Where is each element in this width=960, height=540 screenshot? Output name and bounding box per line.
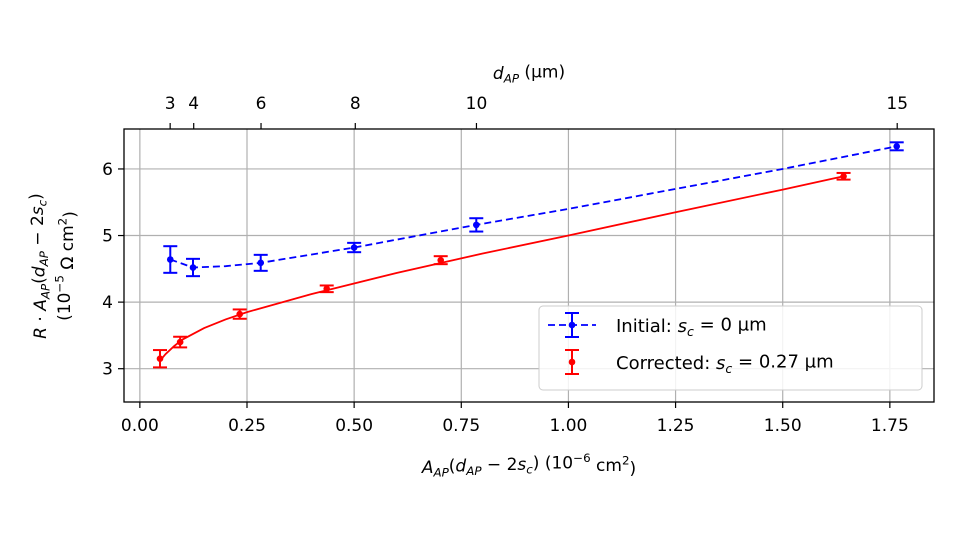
x-tick-label: 1.75 xyxy=(871,416,909,436)
legend-entry-0: Initial: sc​ = 0 µm xyxy=(548,312,767,339)
series-0-point xyxy=(189,264,197,271)
plot-frame xyxy=(123,128,935,403)
y-axis-label-line2-part: (10 xyxy=(55,293,75,321)
series-0 xyxy=(163,141,904,278)
x-axis-label-part: ( xyxy=(449,456,456,476)
legend-marker-sample xyxy=(568,358,576,366)
x-axis-label-part: A xyxy=(421,458,434,478)
y-axis-label-line1-part: s xyxy=(28,206,48,215)
legend-label-part: s xyxy=(716,353,725,374)
y-axis-label-line1-part: R xyxy=(31,327,51,339)
x-tick-label: 0.00 xyxy=(121,416,159,436)
y-axis-label-line1: R · AAP​(dAP​ − 2sc​) xyxy=(26,193,52,339)
series-1-point xyxy=(176,338,184,346)
x-tick-label: 0.50 xyxy=(335,416,373,436)
top-x-tick-label: 4 xyxy=(188,94,199,114)
y-tick-label: 4 xyxy=(102,293,113,313)
legend-entry-1: Corrected: sc​ = 0.27 µm xyxy=(565,349,834,376)
series-0-point xyxy=(893,143,901,150)
series-1-point xyxy=(840,172,847,180)
y-axis-label: R · AAP​(dAP​ − 2sc​)(10−5​ Ω cm2​) xyxy=(26,193,80,339)
top-x-tick-label: 6 xyxy=(256,94,267,114)
x-axis-label-part: c xyxy=(526,463,533,477)
x-tick-label: 1.00 xyxy=(549,416,587,436)
top-x-axis-label-part: AP xyxy=(503,72,520,86)
y-axis-label-line2-part: Ω cm xyxy=(58,225,78,275)
x-axis-label-part: − 2 xyxy=(482,455,518,475)
x-axis-label-part: AP xyxy=(432,466,449,480)
y-axis-label-line1-part: · xyxy=(31,311,51,327)
y-axis-label-line2-part: ) xyxy=(61,211,81,218)
y-axis-label-line1-part: A xyxy=(31,299,51,312)
top-x-axis-label-part: (µm) xyxy=(519,62,565,82)
x-axis-label-part: 2 xyxy=(622,454,630,468)
top-x-tick-label: 8 xyxy=(350,94,361,114)
top-x-axis-label: dAP​ (µm) xyxy=(493,62,565,85)
series-0-point xyxy=(472,221,480,229)
x-axis-label-part: s xyxy=(517,455,526,475)
series-1-point xyxy=(156,355,164,363)
series-1-point xyxy=(323,285,331,293)
legend-label-part: = 0 µm xyxy=(694,314,767,335)
legend-label-part: Initial: xyxy=(616,316,678,337)
y-tick-label: 6 xyxy=(102,160,113,180)
series-0-point xyxy=(350,244,358,251)
y-axis-label-line1-part: ( xyxy=(29,277,49,284)
series-0-point xyxy=(257,259,265,267)
y-axis-label-line1-part: d xyxy=(29,266,49,277)
top-x-axis-label-part: d xyxy=(493,64,504,84)
x-tick-label: 0.75 xyxy=(442,416,480,436)
y-axis-label-line1-part: c xyxy=(36,199,50,206)
series-layer xyxy=(153,141,904,369)
legend-label: Corrected: sc​ = 0.27 µm xyxy=(616,351,834,375)
legend-label-part: s xyxy=(678,316,687,337)
x-axis-label-part: cm xyxy=(591,456,622,476)
legend-label: Initial: sc​ = 0 µm xyxy=(616,314,767,338)
x-tick-label: 1.25 xyxy=(657,416,695,436)
legend-label-part: c xyxy=(687,324,694,339)
y-tick-label: 3 xyxy=(102,360,113,380)
x-tick-label: 1.50 xyxy=(764,416,802,436)
series-1-point xyxy=(236,310,244,318)
legend-label-part: Corrected: xyxy=(616,353,716,374)
x-axis-label-part: ) (10 xyxy=(533,453,573,473)
legend-box xyxy=(538,305,923,391)
series-0-point xyxy=(166,256,174,263)
series-1 xyxy=(153,171,851,369)
series-1-point xyxy=(437,256,445,264)
top-x-tick-label: 10 xyxy=(466,94,488,114)
y-axis-label-line1-part: AP xyxy=(37,250,51,267)
y-tick-label: 5 xyxy=(102,227,113,247)
y-axis-label-line1-part: − 2 xyxy=(28,215,48,251)
y-axis-label-line2-part: −5 xyxy=(52,275,66,293)
legend-marker-sample xyxy=(568,321,576,329)
series-0-fit-line xyxy=(169,145,897,269)
x-axis-label-part: AP xyxy=(465,464,482,478)
series-1-fit-line xyxy=(159,175,844,362)
x-axis-label: AAP​(dAP​ − 2sc​) (10−6​ cm2​) xyxy=(421,451,636,480)
legend: Initial: sc​ = 0 µm Corrected: sc​ = 0.27… xyxy=(538,305,923,391)
y-axis-label-line2-part: 2 xyxy=(55,218,69,226)
legend-label-part: c xyxy=(725,361,732,376)
legend-label-part: = 0.27 µm xyxy=(732,351,833,372)
y-axis-label-line1-part: ) xyxy=(26,193,46,200)
x-tick-label: 0.25 xyxy=(228,416,266,436)
y-axis-label-line1-part: AP xyxy=(39,283,53,300)
x-axis-label-part: −6 xyxy=(573,451,591,465)
x-axis-label-part: ) xyxy=(630,459,637,479)
y-axis-label-line2: (10−5​ Ω cm2​) xyxy=(52,211,80,321)
top-x-tick-label: 15 xyxy=(886,94,908,114)
x-axis-label-part: d xyxy=(455,456,466,476)
top-x-tick-label: 3 xyxy=(165,94,176,114)
